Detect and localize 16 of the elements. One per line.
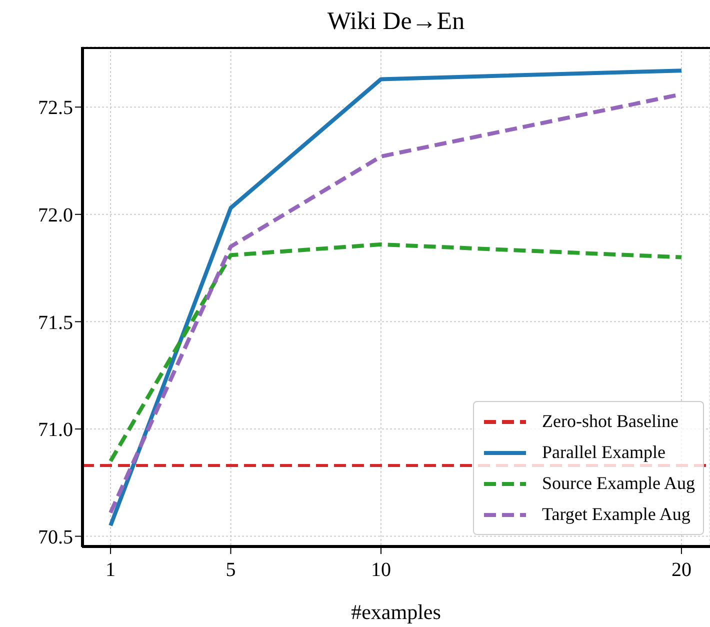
x-axis-title: #examples [351, 600, 441, 624]
x-tick-label: 20 [671, 559, 692, 582]
y-tick-label: 71.5 [38, 312, 73, 334]
x-tick-label: 10 [370, 559, 391, 582]
legend-label: Parallel Example [542, 442, 666, 463]
line-series [108, 242, 684, 464]
y-tick-label: 72.0 [38, 204, 73, 226]
x-tick-label: 5 [226, 559, 236, 582]
chart-title: Wiki De→En [326, 8, 466, 36]
legend-label: Target Example Aug [542, 504, 690, 525]
y-tick-label: 72.5 [38, 97, 73, 120]
legend-label: Zero-shot Baseline [542, 411, 678, 432]
x-tick-label: 1 [106, 559, 116, 582]
legend-label: Source Example Aug [542, 473, 695, 494]
y-tick-label: 70.5 [38, 526, 73, 548]
y-tick-label: 71.0 [38, 419, 73, 442]
